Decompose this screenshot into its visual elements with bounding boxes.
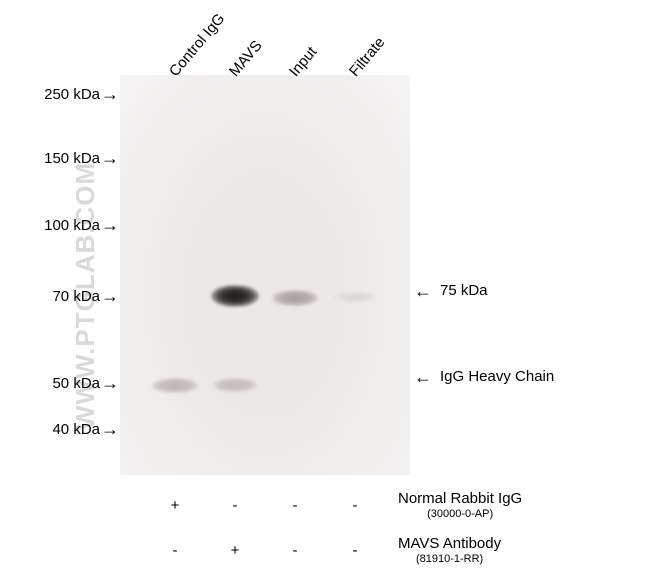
arrow-left-icon: ← xyxy=(414,368,432,386)
mw-marker-label: 40 kDa xyxy=(52,421,100,438)
matrix-cell: - xyxy=(220,497,250,514)
mw-marker-label: 100 kDa xyxy=(44,217,100,234)
arrow-right-icon: → xyxy=(101,216,119,234)
matrix-row-sublabel: (81910-1-RR) xyxy=(398,553,501,565)
mw-marker-label: 70 kDa xyxy=(52,288,100,305)
figure-container: WWW.PTGLAB.COM 250 kDa→150 kDa→100 kDa→7… xyxy=(0,0,650,587)
arrow-right-icon: → xyxy=(101,149,119,167)
arrow-right-icon: → xyxy=(101,85,119,103)
matrix-cell: - xyxy=(340,497,370,514)
blot-band xyxy=(211,285,259,307)
band-annotation-label: 75 kDa xyxy=(440,282,488,299)
blot-area xyxy=(120,75,410,475)
matrix-row-label: Normal Rabbit IgG(30000-0-AP) xyxy=(398,491,522,520)
blot-band xyxy=(213,378,257,392)
matrix-row-label-text: MAVS Antibody xyxy=(398,535,501,552)
matrix-cell: - xyxy=(280,542,310,559)
mw-marker-label: 150 kDa xyxy=(44,150,100,167)
arrow-left-icon: ← xyxy=(414,282,432,300)
mw-marker-label: 50 kDa xyxy=(52,375,100,392)
blot-band xyxy=(334,292,375,302)
matrix-cell: + xyxy=(160,497,190,514)
matrix-row-sublabel: (30000-0-AP) xyxy=(398,508,522,520)
lane-label: Filtrate xyxy=(346,34,388,80)
band-annotation-label: IgG Heavy Chain xyxy=(440,368,554,385)
blot-band xyxy=(272,290,318,306)
matrix-cell: - xyxy=(160,542,190,559)
arrow-right-icon: → xyxy=(101,374,119,392)
matrix-cell: - xyxy=(340,542,370,559)
lane-label: MAVS xyxy=(226,37,266,80)
blot-band xyxy=(152,378,198,393)
matrix-row-label-text: Normal Rabbit IgG xyxy=(398,490,522,507)
matrix-cell: + xyxy=(220,542,250,559)
blot-background xyxy=(120,75,410,475)
lane-label: Control IgG xyxy=(166,10,228,80)
arrow-right-icon: → xyxy=(101,420,119,438)
mw-marker-label: 250 kDa xyxy=(44,86,100,103)
arrow-right-icon: → xyxy=(101,287,119,305)
matrix-row-label: MAVS Antibody(81910-1-RR) xyxy=(398,536,501,565)
matrix-cell: - xyxy=(280,497,310,514)
